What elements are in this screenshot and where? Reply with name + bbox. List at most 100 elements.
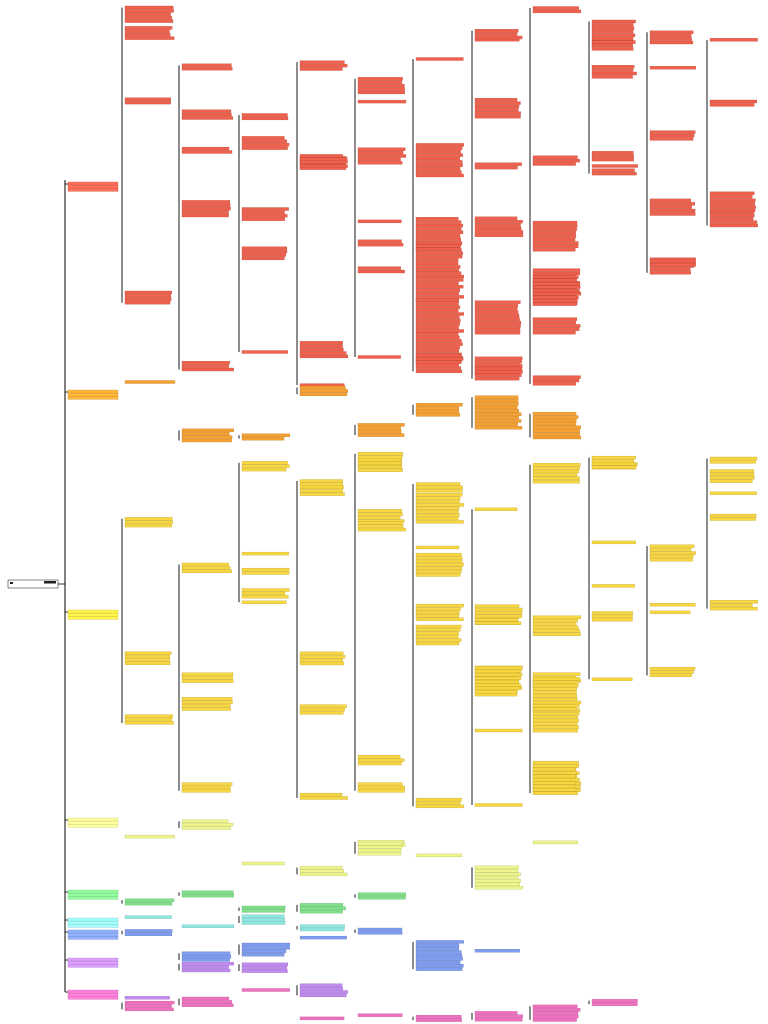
- node: [532, 629, 580, 633]
- node: [709, 460, 756, 464]
- node: [709, 99, 757, 104]
- node: [124, 16, 172, 20]
- node: [474, 370, 523, 374]
- node: [474, 1011, 518, 1015]
- node: [124, 33, 171, 37]
- node: [415, 353, 461, 358]
- node: [474, 669, 518, 674]
- node: [124, 523, 172, 528]
- node: [532, 432, 580, 436]
- node: [181, 367, 234, 372]
- node: [591, 43, 633, 48]
- node: [124, 97, 171, 101]
- node: [474, 402, 519, 406]
- node: [357, 219, 402, 224]
- node: [532, 288, 578, 293]
- node: [241, 143, 290, 147]
- node: [299, 344, 343, 348]
- node: [299, 658, 343, 662]
- node: [474, 220, 523, 224]
- node: [357, 782, 403, 786]
- node: [299, 354, 349, 359]
- node: [532, 302, 577, 306]
- node: [241, 256, 285, 261]
- node: [241, 350, 288, 354]
- node: [474, 327, 521, 332]
- node: [532, 725, 579, 729]
- node: [474, 223, 521, 227]
- node: [474, 879, 521, 883]
- node: [649, 551, 696, 555]
- node: [474, 728, 523, 733]
- node: [415, 234, 461, 238]
- node: [124, 380, 176, 384]
- node: [474, 690, 518, 694]
- node: [591, 611, 633, 615]
- node: [591, 465, 637, 469]
- node: [415, 329, 464, 333]
- node: [415, 325, 459, 330]
- node: [591, 171, 637, 176]
- node: [532, 1004, 578, 1009]
- node: [357, 1013, 403, 1017]
- node: [415, 223, 464, 228]
- node: [532, 268, 581, 272]
- node: [709, 191, 755, 195]
- node: [415, 308, 459, 313]
- node: [241, 146, 288, 150]
- node: [181, 1000, 233, 1004]
- node: [709, 472, 755, 477]
- node: [67, 188, 119, 192]
- node: [241, 969, 288, 973]
- node: [124, 834, 175, 839]
- node: [67, 936, 119, 940]
- node: [181, 67, 233, 71]
- node: [415, 173, 464, 178]
- node: [591, 459, 634, 463]
- node: [357, 524, 404, 528]
- node: [709, 217, 754, 221]
- node: [181, 63, 232, 67]
- node: [474, 869, 519, 873]
- node: [241, 217, 285, 221]
- node: [67, 389, 119, 394]
- node: [474, 310, 519, 315]
- node: [474, 415, 519, 420]
- node: [357, 83, 405, 88]
- node: [357, 761, 402, 766]
- node: [357, 161, 403, 165]
- node: [415, 312, 464, 316]
- node: [474, 108, 519, 112]
- node: [532, 1008, 581, 1012]
- node: [415, 489, 463, 493]
- node: [415, 339, 462, 343]
- node: [474, 226, 522, 231]
- node: [591, 40, 636, 44]
- node: [532, 292, 582, 296]
- node: [415, 563, 464, 567]
- node: [474, 303, 519, 308]
- node: [357, 430, 402, 434]
- node: [67, 396, 119, 400]
- node: [181, 428, 234, 432]
- node: [124, 717, 173, 722]
- node: [415, 940, 464, 944]
- node: [181, 213, 229, 218]
- node: [415, 366, 461, 370]
- node: [591, 68, 634, 72]
- node: [474, 230, 524, 234]
- node: [709, 38, 758, 42]
- node: [67, 185, 119, 189]
- node: [591, 1002, 638, 1006]
- node: [357, 461, 402, 466]
- node: [415, 291, 459, 296]
- node: [181, 962, 234, 966]
- node: [649, 208, 696, 213]
- node: [591, 47, 634, 51]
- node: [241, 921, 286, 925]
- node: [532, 784, 576, 789]
- node: [415, 482, 461, 486]
- node: [357, 758, 405, 762]
- node: [649, 30, 694, 34]
